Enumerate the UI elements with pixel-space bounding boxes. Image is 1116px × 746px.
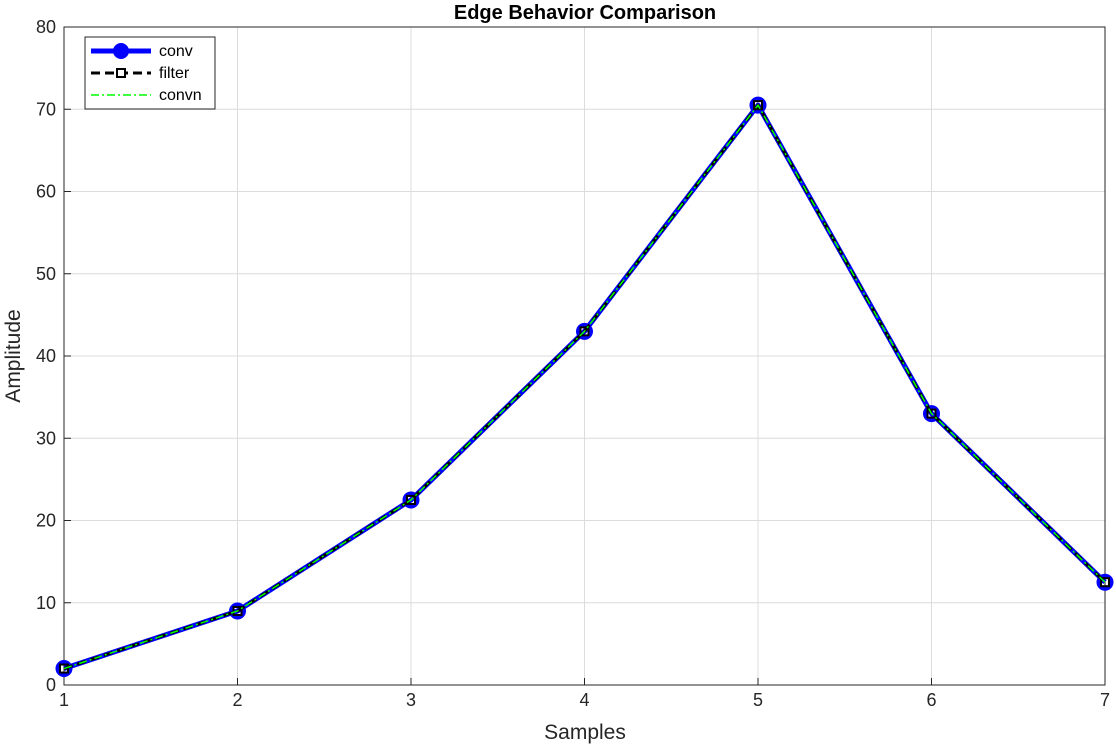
y-axis-label: Amplitude	[2, 309, 25, 402]
legend-label-conv: conv	[159, 43, 193, 60]
data-point-conv	[402, 491, 420, 509]
x-tick-label: 5	[753, 690, 763, 710]
x-tick-label: 4	[579, 690, 589, 710]
x-tick-label: 7	[1100, 690, 1110, 710]
y-tick-label: 70	[36, 99, 56, 119]
y-tick-label: 10	[36, 593, 56, 613]
data-point-filter	[59, 663, 69, 674]
y-tick-label: 0	[46, 675, 56, 695]
data-point-filter	[1100, 577, 1110, 588]
x-tick-label: 2	[232, 690, 242, 710]
x-axis-label: Samples	[544, 721, 626, 744]
legend-marker-filter	[116, 68, 126, 78]
x-tick-label: 3	[406, 690, 416, 710]
data-point-filter	[753, 100, 763, 111]
data-point-filter	[926, 408, 937, 419]
data-point-conv	[229, 602, 246, 620]
legend-marker-conv	[113, 43, 129, 59]
x-tick-label: 6	[926, 690, 936, 710]
y-tick-label: 50	[36, 264, 56, 284]
x-tick-label: 1	[59, 690, 69, 710]
y-axis-ticks: 0 10 20 30 40 50 60 70 80	[36, 17, 71, 695]
legend: conv filter convn	[84, 36, 216, 110]
data-point-conv	[923, 405, 940, 423]
data-point-conv	[55, 660, 73, 678]
y-tick-label: 20	[36, 511, 56, 531]
x-axis-ticks: 1 2 3 4 5 6 7	[59, 678, 1110, 710]
chart-title: Edge Behavior Comparison	[454, 2, 716, 24]
data-point-conv	[576, 322, 593, 340]
data-point-conv	[749, 96, 767, 114]
data-point-filter	[579, 326, 590, 337]
data-point-filter	[406, 494, 416, 505]
data-point-filter	[232, 605, 243, 616]
data-point-conv	[1096, 573, 1114, 591]
series-line-convn	[63, 104, 1106, 670]
grid-lines	[63, 26, 1106, 686]
series-convn	[63, 104, 1106, 670]
y-tick-label: 30	[36, 428, 56, 448]
y-tick-label: 60	[36, 182, 56, 202]
series-layer	[55, 96, 1114, 678]
y-tick-label: 40	[36, 346, 56, 366]
legend-label-filter: filter	[159, 65, 190, 82]
legend-label-convn: convn	[159, 87, 202, 104]
y-tick-label: 80	[36, 17, 56, 37]
